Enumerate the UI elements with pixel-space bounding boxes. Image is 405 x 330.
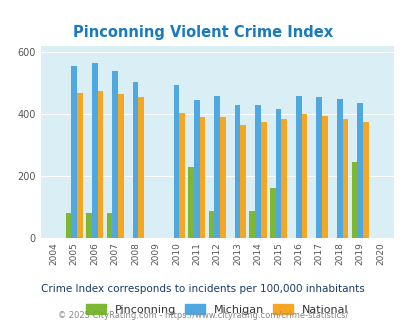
Bar [199, 117, 205, 238]
Bar [138, 97, 144, 238]
Bar [220, 117, 225, 238]
Legend: Pinconning, Michigan, National: Pinconning, Michigan, National [82, 301, 351, 318]
Bar [92, 63, 97, 238]
Text: © 2025 CityRating.com - https://www.cityrating.com/crime-statistics/: © 2025 CityRating.com - https://www.city… [58, 312, 347, 320]
Bar [118, 94, 124, 238]
Bar [132, 82, 138, 238]
Bar [260, 122, 266, 238]
Text: Crime Index corresponds to incidents per 100,000 inhabitants: Crime Index corresponds to incidents per… [41, 284, 364, 294]
Bar [179, 113, 185, 238]
Bar [275, 110, 281, 238]
Bar [77, 92, 83, 238]
Bar [106, 213, 112, 238]
Bar [86, 213, 92, 238]
Bar [342, 119, 347, 238]
Bar [269, 188, 275, 238]
Bar [321, 115, 327, 238]
Bar [71, 66, 77, 238]
Bar [255, 105, 260, 238]
Bar [249, 211, 255, 238]
Bar [351, 162, 356, 238]
Bar [188, 167, 194, 238]
Bar [301, 114, 307, 238]
Bar [240, 125, 245, 238]
Bar [173, 85, 179, 238]
Bar [281, 119, 286, 238]
Bar [315, 97, 321, 238]
Bar [97, 91, 103, 238]
Bar [356, 103, 362, 238]
Bar [66, 213, 71, 238]
Bar [234, 105, 240, 238]
Bar [295, 96, 301, 238]
Bar [194, 100, 199, 238]
Bar [362, 122, 368, 238]
Bar [208, 211, 214, 238]
Text: Pinconning Violent Crime Index: Pinconning Violent Crime Index [73, 25, 332, 41]
Bar [336, 99, 342, 238]
Bar [214, 96, 220, 238]
Bar [112, 71, 118, 238]
